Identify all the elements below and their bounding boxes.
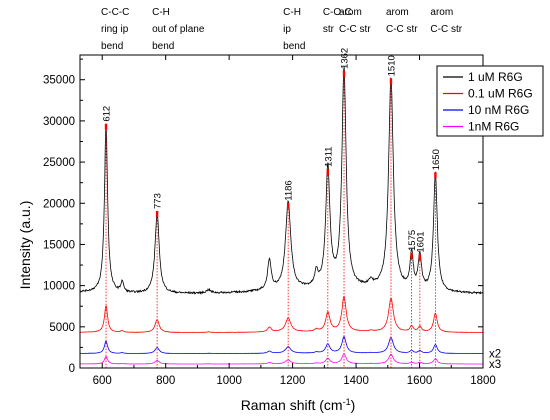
peak-marker-773 — [155, 210, 159, 217]
peak-label-612: 612 — [102, 106, 113, 122]
legend: 1 uM R6G 0.1 uM R6G 10 nM R6G 1nM R6G — [436, 65, 544, 137]
y-tick-label-15000: 15000 — [43, 239, 75, 251]
peak-marker-1650 — [434, 172, 437, 179]
annotation-1-line-2: bend — [152, 41, 174, 52]
y-axis-title: Intensity (a.u.) — [17, 201, 33, 290]
series-line-0 — [80, 66, 483, 295]
peak-label-773: 773 — [153, 193, 164, 209]
annotation-3-line-0: C-O-C — [323, 7, 352, 18]
annotation-1-line-1: out of plane — [152, 24, 205, 35]
series-line-3 — [80, 353, 483, 365]
series-lines — [80, 66, 483, 365]
y-tick-label-30000: 30000 — [43, 116, 75, 128]
x-tick-label-1400: 1400 — [343, 375, 369, 387]
x-tick-label-1800: 1800 — [470, 375, 496, 387]
x-tick-label-800: 800 — [156, 375, 175, 387]
peak-label-1650: 1650 — [431, 149, 442, 170]
band-assignment-annotations: C-C-C ring ip bend C-H out of plane bend C-H ip… — [101, 7, 463, 52]
x-axis-title-main: Raman shift (cm — [241, 397, 343, 413]
annotation-4-line-1: C-C str — [339, 24, 371, 35]
annotation-5-line-1: C-C str — [386, 24, 418, 35]
peak-label-1601: 1601 — [415, 231, 426, 252]
legend-label-2: 10 nM R6G — [468, 103, 529, 117]
multiplier-label-x3: x3 — [489, 359, 501, 371]
axes: 600 800 1000 1200 1400 1600 1800 0 5000 10000 1500… — [43, 54, 496, 387]
peak-label-1362: 1362 — [340, 48, 351, 69]
x-tick-label-1600: 1600 — [407, 375, 433, 387]
peak-marker-1510 — [389, 78, 393, 85]
x-axis-title: Raman shift (cm-1) — [241, 397, 356, 413]
annotation-6-line-0: arom — [430, 7, 453, 18]
legend-box — [436, 65, 544, 137]
y-tick-label-10000: 10000 — [43, 281, 75, 293]
annotation-5-line-0: arom — [386, 7, 409, 18]
peak-marker-1362 — [342, 70, 346, 77]
annotation-0-line-1: ring ip — [101, 24, 129, 35]
series-line-2 — [80, 336, 483, 355]
y-tick-label-20000: 20000 — [43, 198, 75, 210]
peak-label-1510: 1510 — [386, 55, 397, 76]
x-axis-title-close: ) — [351, 397, 356, 413]
legend-label-1: 0.1 uM R6G — [468, 87, 533, 101]
annotation-3-line-1: str — [323, 24, 335, 35]
annotation-4-line-0: arom — [339, 7, 362, 18]
y-tick-label-35000: 35000 — [43, 75, 75, 87]
peak-marker-1575 — [410, 252, 413, 259]
annotation-2-line-1: ip — [283, 24, 291, 35]
peak-marker-1311 — [326, 168, 330, 175]
peak-marker-612 — [104, 123, 108, 130]
x-axis-title-exponent: -1 — [343, 397, 351, 407]
x-tick-label-1000: 1000 — [216, 375, 242, 387]
legend-label-3: 1nM R6G — [468, 120, 519, 134]
peak-label-1575: 1575 — [407, 230, 418, 251]
legend-label-0: 1 uM R6G — [468, 70, 523, 84]
peak-label-1311: 1311 — [323, 147, 334, 167]
annotation-2-line-0: C-H — [283, 7, 301, 18]
plot-frame — [79, 54, 484, 369]
peak-label-1186: 1186 — [284, 180, 295, 200]
annotation-0-line-2: bend — [101, 41, 123, 52]
series-line-1 — [80, 295, 483, 334]
y-tick-label-0: 0 — [69, 363, 75, 375]
y-tick-label-5000: 5000 — [49, 322, 75, 334]
annotation-1-line-0: C-H — [152, 7, 170, 18]
annotation-0-line-0: C-C-C — [101, 7, 129, 18]
x-tick-label-1200: 1200 — [280, 375, 306, 387]
y-tick-label-25000: 25000 — [43, 157, 75, 169]
multiplier-label-x2: x2 — [489, 349, 501, 361]
peak-marker-1601 — [418, 254, 422, 261]
x-tick-label-600: 600 — [93, 375, 112, 387]
annotation-2-line-2: bend — [283, 41, 305, 52]
annotation-6-line-1: C-C str — [430, 24, 462, 35]
peak-marker-1186 — [286, 202, 290, 209]
